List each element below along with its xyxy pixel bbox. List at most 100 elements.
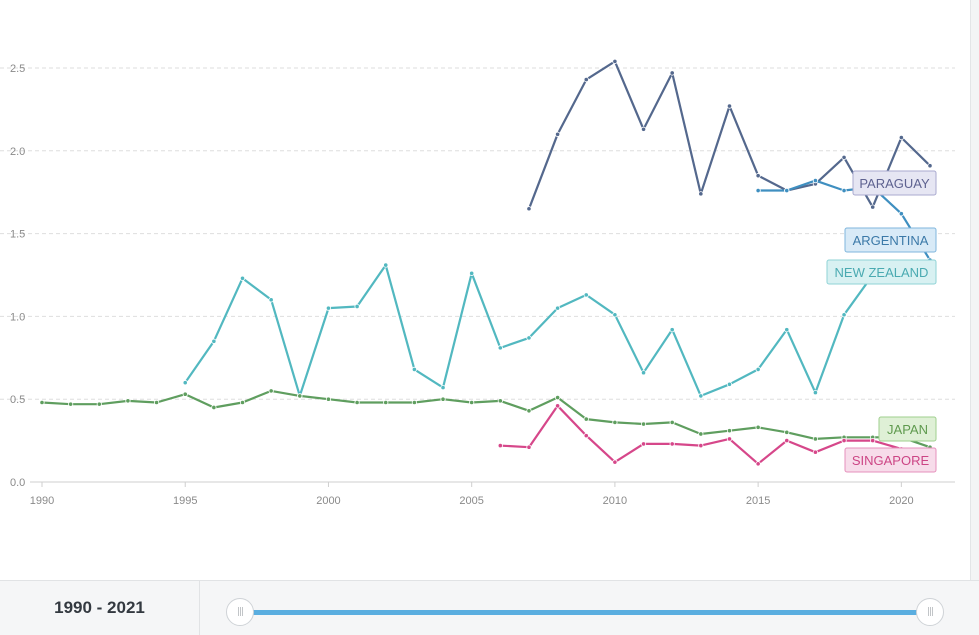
y-tick-label: 1.5 [10, 229, 25, 241]
data-point-singapore[interactable] [784, 437, 790, 444]
data-point-japan[interactable] [497, 398, 503, 404]
data-point-japan[interactable] [96, 401, 102, 407]
data-point-singapore[interactable] [555, 403, 561, 409]
data-point-singapore[interactable] [497, 442, 503, 449]
data-point-japan[interactable] [726, 428, 733, 434]
data-point-paraguay[interactable] [927, 163, 933, 169]
data-point-japan[interactable] [440, 396, 446, 402]
data-point-new-zealand[interactable] [669, 327, 675, 333]
data-point-argentina[interactable] [841, 187, 847, 194]
data-point-new-zealand[interactable] [411, 366, 417, 372]
data-point-new-zealand[interactable] [583, 292, 589, 298]
data-point-japan[interactable] [755, 424, 761, 430]
data-point-japan[interactable] [411, 399, 417, 406]
data-point-paraguay[interactable] [726, 103, 733, 109]
data-point-japan[interactable] [325, 396, 332, 402]
data-point-new-zealand[interactable] [612, 312, 618, 318]
time-range-footer: 1990 - 2021 ||| ||| [0, 580, 979, 635]
data-point-new-zealand[interactable] [640, 370, 647, 376]
data-point-new-zealand[interactable] [469, 270, 475, 276]
data-point-new-zealand[interactable] [726, 381, 733, 387]
data-point-new-zealand[interactable] [698, 393, 704, 399]
data-point-japan[interactable] [612, 419, 618, 425]
data-point-singapore[interactable] [526, 444, 532, 450]
data-point-japan[interactable] [268, 388, 274, 394]
data-point-singapore[interactable] [726, 436, 733, 442]
series-labels: PARAGUAY ARGENTINA NEW ZEALAND JAPAN SINGAPO… [826, 170, 937, 473]
data-point-japan[interactable] [640, 421, 647, 427]
data-point-japan[interactable] [68, 401, 74, 407]
data-point-new-zealand[interactable] [211, 338, 217, 344]
data-point-japan[interactable] [239, 399, 246, 406]
data-point-paraguay[interactable] [698, 191, 704, 197]
data-point-new-zealand[interactable] [383, 262, 389, 268]
data-point-japan[interactable] [354, 399, 360, 406]
data-point-paraguay[interactable] [870, 204, 876, 210]
range-slider-track[interactable] [240, 610, 930, 615]
data-point-japan[interactable] [812, 436, 819, 442]
data-point-singapore[interactable] [640, 441, 647, 447]
data-point-new-zealand[interactable] [268, 297, 274, 303]
data-point-japan[interactable] [297, 393, 303, 399]
data-point-new-zealand[interactable] [841, 312, 847, 318]
series-label-box-argentina[interactable] [844, 227, 937, 253]
data-point-singapore[interactable] [841, 437, 847, 444]
data-point-new-zealand[interactable] [812, 389, 819, 396]
range-label: 1990 - 2021 [54, 598, 145, 617]
data-point-singapore[interactable] [669, 441, 675, 447]
data-point-japan[interactable] [784, 429, 790, 435]
data-point-japan[interactable] [526, 408, 532, 414]
data-point-japan[interactable] [182, 391, 188, 397]
series-label-box-japan[interactable] [878, 416, 937, 442]
data-point-singapore[interactable] [698, 442, 704, 449]
data-point-japan[interactable] [669, 419, 675, 425]
data-point-singapore[interactable] [755, 461, 761, 467]
y-tick-label: 2.0 [10, 146, 25, 158]
range-slider-end-handle[interactable]: ||| [916, 598, 944, 626]
series-label-box-new-zealand[interactable] [826, 259, 937, 285]
data-point-japan[interactable] [383, 399, 389, 406]
data-point-singapore[interactable] [870, 437, 876, 444]
data-point-new-zealand[interactable] [555, 305, 561, 311]
data-point-japan[interactable] [39, 399, 45, 406]
data-point-new-zealand[interactable] [440, 385, 446, 391]
data-point-paraguay[interactable] [755, 173, 761, 179]
data-point-new-zealand[interactable] [354, 303, 360, 310]
data-point-japan[interactable] [698, 431, 704, 437]
data-point-argentina[interactable] [755, 187, 761, 194]
data-point-japan[interactable] [555, 394, 561, 401]
data-point-new-zealand[interactable] [497, 345, 503, 351]
data-point-japan[interactable] [153, 399, 160, 406]
range-display: 1990 - 2021 [0, 581, 200, 635]
data-point-argentina[interactable] [812, 178, 819, 184]
y-tick-label: 0.0 [10, 477, 25, 489]
data-point-new-zealand[interactable] [239, 275, 246, 281]
data-point-new-zealand[interactable] [182, 380, 188, 386]
data-point-singapore[interactable] [612, 459, 618, 465]
data-point-paraguay[interactable] [555, 131, 561, 137]
data-point-paraguay[interactable] [526, 206, 532, 212]
data-point-paraguay[interactable] [640, 126, 647, 132]
data-point-paraguay[interactable] [583, 76, 589, 83]
grip-icon: ||| [926, 607, 934, 617]
data-point-new-zealand[interactable] [755, 366, 761, 372]
series-label-box-singapore[interactable] [844, 447, 937, 473]
series-lines [41, 60, 931, 465]
data-point-argentina[interactable] [784, 187, 790, 194]
data-point-paraguay[interactable] [669, 70, 675, 76]
data-point-singapore[interactable] [812, 449, 819, 455]
data-point-new-zealand[interactable] [526, 335, 532, 341]
data-point-new-zealand[interactable] [325, 305, 332, 311]
data-point-japan[interactable] [211, 404, 217, 411]
data-point-japan[interactable] [469, 399, 475, 406]
data-point-singapore[interactable] [583, 433, 589, 439]
range-slider-start-handle[interactable]: ||| [226, 598, 254, 626]
data-point-japan[interactable] [583, 416, 589, 422]
data-point-japan[interactable] [125, 398, 131, 404]
series-label-box-paraguay[interactable] [852, 170, 937, 196]
data-point-paraguay[interactable] [898, 134, 904, 141]
data-point-argentina[interactable] [898, 211, 904, 217]
data-point-paraguay[interactable] [612, 58, 618, 64]
data-point-new-zealand[interactable] [784, 327, 790, 333]
data-point-paraguay[interactable] [841, 154, 847, 161]
